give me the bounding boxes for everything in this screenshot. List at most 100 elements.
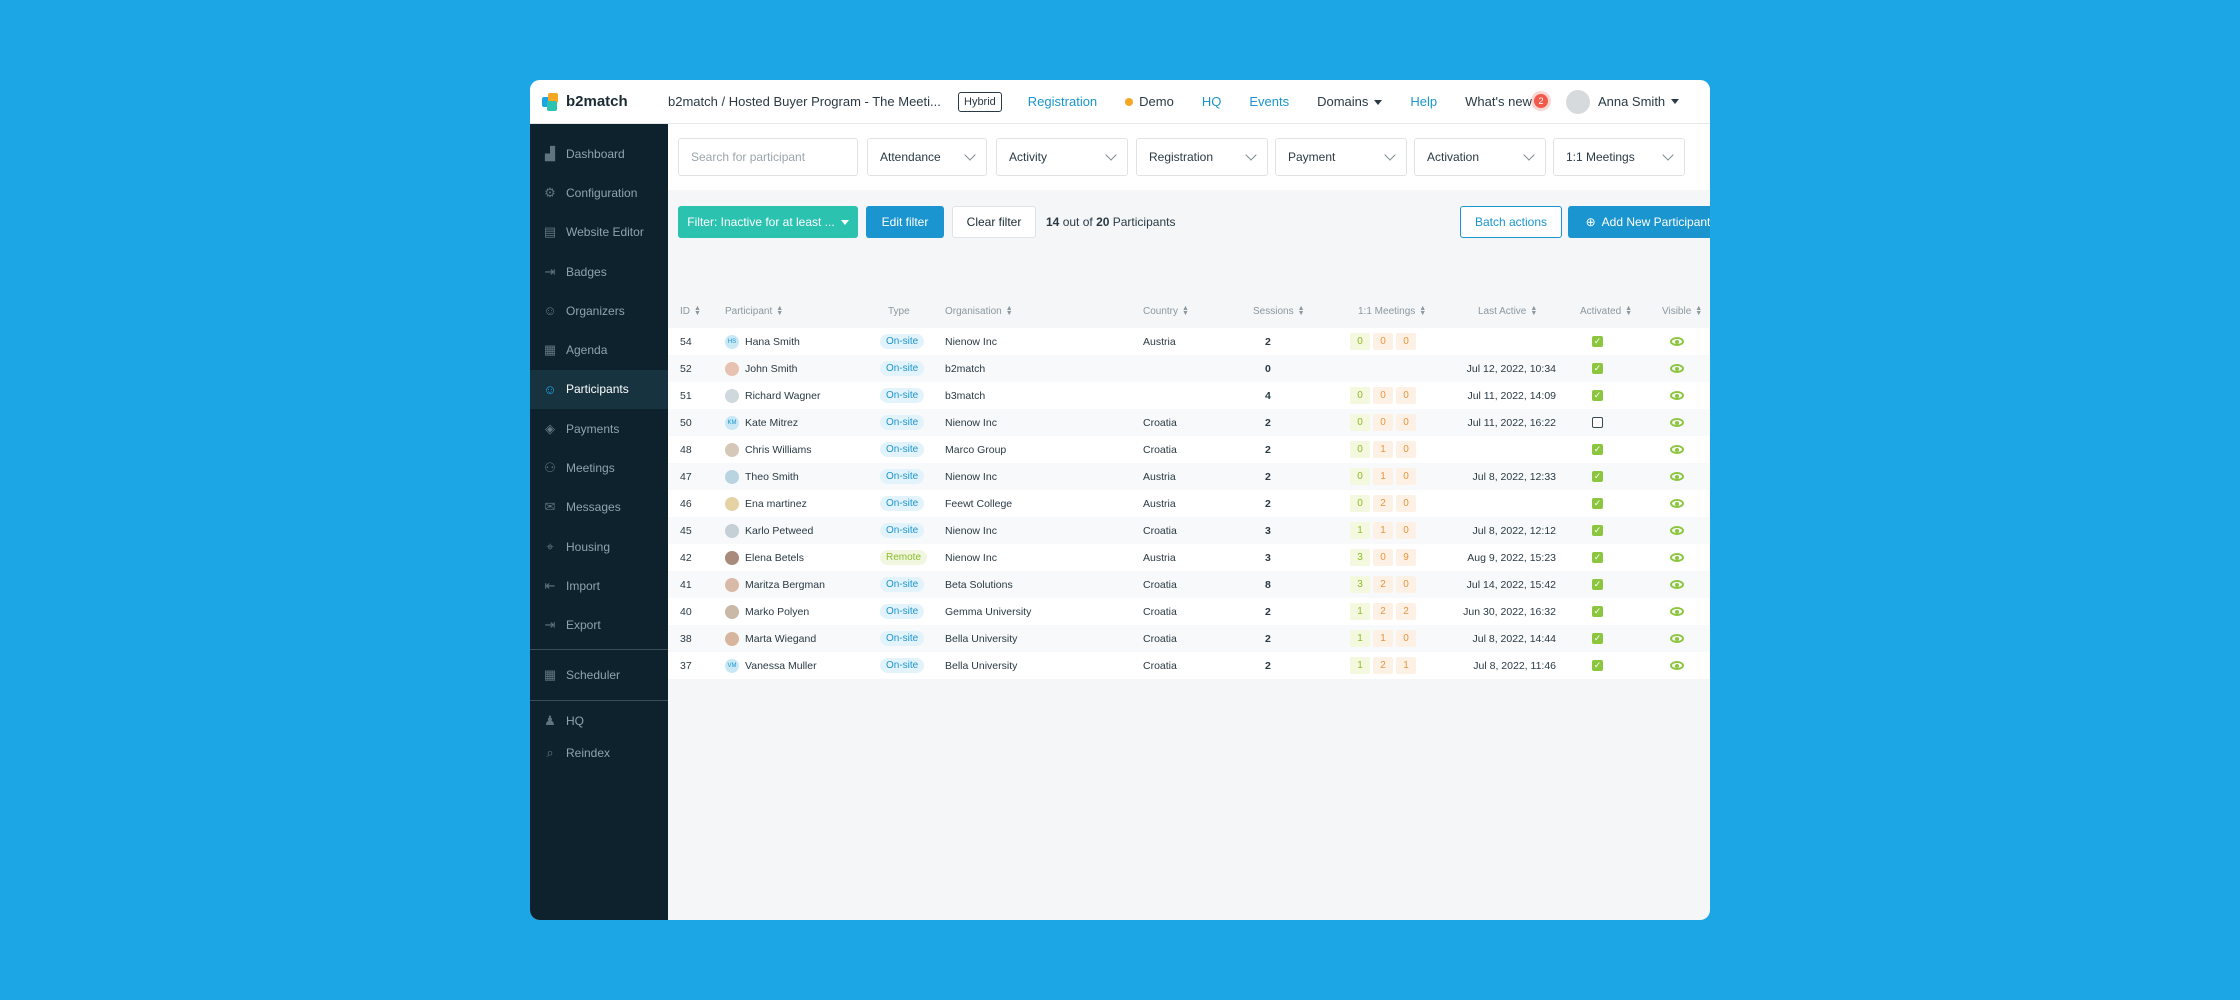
nav-events[interactable]: Events (1249, 94, 1290, 109)
participant-cell[interactable]: VM Vanessa Muller (725, 652, 817, 679)
column-meetings[interactable]: 1:1 Meetings ▲ ▼ (1358, 296, 1426, 326)
activated-cell[interactable]: ✓ (1592, 625, 1603, 652)
eye-icon[interactable] (1670, 526, 1684, 535)
batch-actions-button[interactable]: Batch actions (1460, 206, 1562, 238)
sidebar-item-housing[interactable]: ⌖ Housing (530, 527, 668, 566)
activated-cell[interactable] (1592, 409, 1603, 436)
activated-cell[interactable]: ✓ (1592, 544, 1603, 571)
sidebar-item-export[interactable]: ⇥ Export (530, 606, 668, 645)
eye-icon[interactable] (1670, 364, 1684, 373)
table-row[interactable]: 54 HS Hana Smith On-site Nienow Inc Aust… (668, 328, 1710, 355)
column-visible[interactable]: Visible ▲ ▼ (1662, 296, 1702, 326)
eye-icon[interactable] (1670, 661, 1684, 670)
checkbox-checked-icon[interactable]: ✓ (1592, 579, 1603, 590)
eye-icon[interactable] (1670, 337, 1684, 346)
eye-icon[interactable] (1670, 472, 1684, 481)
search-input[interactable]: Search for participant (678, 138, 858, 176)
participant-cell[interactable]: Chris Williams (725, 436, 812, 463)
visible-cell[interactable] (1670, 328, 1684, 355)
sidebar-item-messages[interactable]: ✉ Messages (530, 488, 668, 527)
participant-name[interactable]: Hana Smith (745, 335, 800, 348)
nav-whats-new[interactable]: What's new 2 (1465, 94, 1548, 109)
nav-registration[interactable]: Registration (1027, 94, 1098, 109)
participant-cell[interactable]: Ena martinez (725, 490, 807, 517)
breadcrumb[interactable]: b2match / Hosted Buyer Program - The Mee… (668, 94, 941, 109)
checkbox-checked-icon[interactable]: ✓ (1592, 363, 1603, 374)
activated-cell[interactable]: ✓ (1592, 328, 1603, 355)
meetings-select[interactable]: 1:1 Meetings (1553, 138, 1685, 176)
checkbox-checked-icon[interactable]: ✓ (1592, 606, 1603, 617)
participant-name[interactable]: Theo Smith (745, 470, 799, 483)
checkbox-checked-icon[interactable]: ✓ (1592, 471, 1603, 482)
participant-cell[interactable]: Richard Wagner (725, 382, 820, 409)
edit-filter-button[interactable]: Edit filter (866, 206, 944, 238)
eye-icon[interactable] (1670, 634, 1684, 643)
nav-domains[interactable]: Domains (1317, 94, 1383, 109)
participant-name[interactable]: Vanessa Muller (745, 659, 817, 672)
nav-help[interactable]: Help (1410, 94, 1438, 109)
nav-demo[interactable]: Demo (1125, 94, 1174, 109)
sidebar-item-reindex[interactable]: ⌕ Reindex (530, 737, 668, 769)
sidebar-item-scheduler[interactable]: ▦ Scheduler (530, 654, 668, 696)
participant-cell[interactable]: Theo Smith (725, 463, 799, 490)
participant-cell[interactable]: Marko Polyen (725, 598, 809, 625)
activated-cell[interactable]: ✓ (1592, 652, 1603, 679)
participant-cell[interactable]: Karlo Petweed (725, 517, 813, 544)
nav-hq[interactable]: HQ (1201, 94, 1222, 109)
sidebar-item-dashboard[interactable]: ▟ Dashboard (530, 134, 668, 173)
clear-filter-button[interactable]: Clear filter (952, 206, 1036, 238)
participant-cell[interactable]: Elena Betels (725, 544, 804, 571)
column-organisation[interactable]: Organisation ▲ ▼ (945, 296, 1013, 326)
visible-cell[interactable] (1670, 517, 1684, 544)
column-last-active[interactable]: Last Active ▲ ▼ (1478, 296, 1537, 326)
sidebar-item-organizers[interactable]: ☺ Organizers (530, 291, 668, 330)
activated-cell[interactable]: ✓ (1592, 382, 1603, 409)
eye-icon[interactable] (1670, 553, 1684, 562)
participant-cell[interactable]: HS Hana Smith (725, 328, 800, 355)
sidebar-item-website-editor[interactable]: ▤ Website Editor (530, 213, 668, 252)
checkbox-checked-icon[interactable]: ✓ (1592, 633, 1603, 644)
visible-cell[interactable] (1670, 571, 1684, 598)
activation-select[interactable]: Activation (1414, 138, 1546, 176)
eye-icon[interactable] (1670, 580, 1684, 589)
registration-select[interactable]: Registration (1136, 138, 1268, 176)
checkbox-checked-icon[interactable]: ✓ (1592, 390, 1603, 401)
visible-cell[interactable] (1670, 355, 1684, 382)
column-participant[interactable]: Participant ▲ ▼ (725, 296, 783, 326)
table-row[interactable]: 41 Maritza Bergman On-site Beta Solution… (668, 571, 1710, 598)
table-row[interactable]: 48 Chris Williams On-site Marco Group Cr… (668, 436, 1710, 463)
logo[interactable]: b2match (542, 92, 668, 111)
activity-select[interactable]: Activity (996, 138, 1128, 176)
eye-icon[interactable] (1670, 607, 1684, 616)
activated-cell[interactable]: ✓ (1592, 436, 1603, 463)
activated-cell[interactable]: ✓ (1592, 490, 1603, 517)
column-activated[interactable]: Activated ▲ ▼ (1580, 296, 1632, 326)
eye-icon[interactable] (1670, 391, 1684, 400)
visible-cell[interactable] (1670, 409, 1684, 436)
payment-select[interactable]: Payment (1275, 138, 1407, 176)
checkbox-checked-icon[interactable]: ✓ (1592, 552, 1603, 563)
participant-name[interactable]: John Smith (745, 362, 798, 375)
activated-cell[interactable]: ✓ (1592, 571, 1603, 598)
participant-cell[interactable]: Marta Wiegand (725, 625, 816, 652)
checkbox-empty-icon[interactable] (1592, 417, 1603, 428)
participant-name[interactable]: Marta Wiegand (745, 632, 817, 645)
activated-cell[interactable]: ✓ (1592, 355, 1603, 382)
table-row[interactable]: 37 VM Vanessa Muller On-site Bella Unive… (668, 652, 1710, 679)
visible-cell[interactable] (1670, 490, 1684, 517)
activated-cell[interactable]: ✓ (1592, 517, 1603, 544)
attendance-select[interactable]: Attendance (867, 138, 987, 176)
add-participant-button[interactable]: ⊕ Add New Participant (1568, 206, 1710, 238)
eye-icon[interactable] (1670, 418, 1684, 427)
participant-name[interactable]: Karlo Petweed (745, 524, 814, 537)
eye-icon[interactable] (1670, 499, 1684, 508)
checkbox-checked-icon[interactable]: ✓ (1592, 660, 1603, 671)
participant-cell[interactable]: KM Kate Mitrez (725, 409, 798, 436)
table-row[interactable]: 52 John Smith On-site b2match 0 Jul 12, … (668, 355, 1710, 382)
user-menu[interactable]: Anna Smith (1565, 89, 1680, 114)
participant-name[interactable]: Chris Williams (745, 443, 812, 456)
activated-cell[interactable]: ✓ (1592, 598, 1603, 625)
participant-cell[interactable]: John Smith (725, 355, 798, 382)
checkbox-checked-icon[interactable]: ✓ (1592, 525, 1603, 536)
